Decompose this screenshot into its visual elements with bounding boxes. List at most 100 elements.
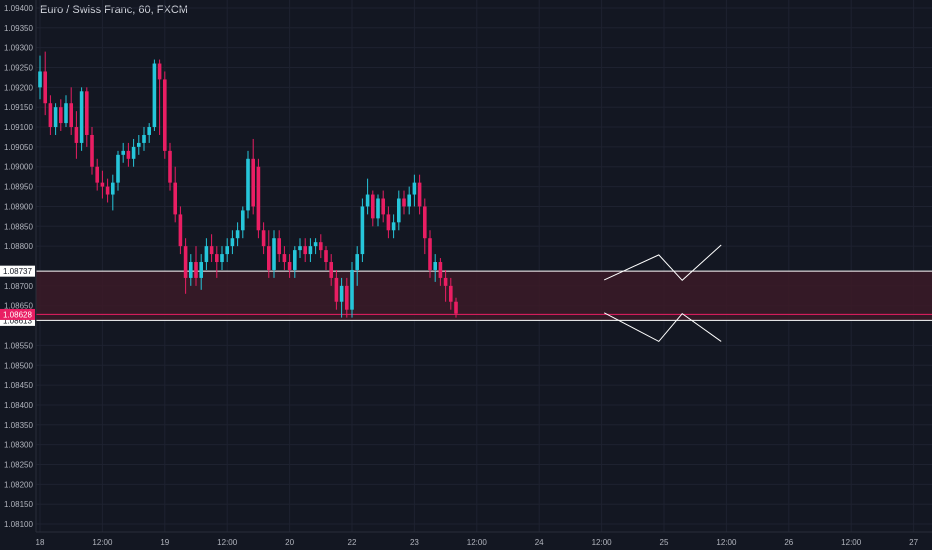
candle-body[interactable] [272, 238, 276, 270]
candle-body[interactable] [74, 127, 79, 143]
candle-body[interactable] [287, 262, 292, 270]
candle-body[interactable] [85, 91, 89, 135]
candle-body[interactable] [329, 262, 333, 278]
candle-body[interactable] [204, 246, 209, 263]
candle-body[interactable] [428, 238, 432, 270]
candle-body[interactable] [105, 186, 110, 195]
candle-body[interactable] [157, 63, 162, 80]
candle-body[interactable] [178, 214, 183, 247]
candle-body[interactable] [449, 285, 453, 302]
candle-body[interactable] [324, 250, 328, 263]
candle-body[interactable] [313, 242, 318, 247]
y-tick-label: 1.09150 [4, 103, 33, 112]
candle-body[interactable] [225, 246, 229, 255]
zone-bottom-label: 1.08613 [3, 316, 32, 325]
candle-body[interactable] [345, 285, 349, 310]
y-tick-label: 1.09050 [4, 143, 33, 152]
candle-body[interactable] [277, 238, 281, 255]
candle-body[interactable] [220, 254, 224, 263]
candle-body[interactable] [360, 206, 365, 255]
candle-body[interactable] [267, 246, 271, 270]
candle-body[interactable] [402, 198, 406, 207]
candle-body[interactable] [126, 150, 131, 159]
candle-body[interactable] [423, 206, 427, 239]
y-tick-label: 1.08500 [4, 361, 33, 370]
candle-body[interactable] [100, 182, 105, 187]
support-zone [36, 271, 932, 321]
candle-body[interactable] [194, 262, 198, 278]
candle-body[interactable] [173, 182, 177, 215]
candle-body[interactable] [131, 146, 136, 159]
candle-body[interactable] [111, 182, 115, 195]
candle-body[interactable] [230, 238, 235, 247]
candle-body[interactable] [189, 262, 193, 278]
candle-body[interactable] [59, 107, 63, 124]
candle-body[interactable] [438, 262, 443, 278]
candle-body[interactable] [79, 91, 84, 143]
candle-body[interactable] [391, 222, 396, 231]
candle-body[interactable] [53, 107, 58, 128]
candle-body[interactable] [303, 246, 307, 255]
candle-body[interactable] [69, 103, 73, 128]
candle-body[interactable] [350, 269, 354, 310]
candle-body[interactable] [365, 194, 370, 207]
candle-body[interactable] [293, 250, 297, 270]
candle-body[interactable] [433, 262, 437, 270]
candle-body[interactable] [308, 246, 313, 255]
candle-body[interactable] [355, 254, 359, 270]
candle-body[interactable] [339, 285, 344, 302]
candle-body[interactable] [371, 194, 375, 219]
candle-body[interactable] [454, 301, 458, 314]
x-tick-label: 26 [784, 538, 793, 547]
y-tick-label: 1.08200 [4, 480, 33, 489]
candle-body[interactable] [199, 262, 203, 278]
candle-body[interactable] [168, 150, 172, 183]
candle-body[interactable] [241, 210, 245, 231]
candle-body[interactable] [215, 254, 219, 263]
candle-body[interactable] [95, 166, 99, 183]
candle-body[interactable] [376, 198, 380, 219]
projection-path-upper[interactable] [603, 244, 722, 281]
candle-body[interactable] [116, 154, 120, 183]
candle-body[interactable] [443, 277, 448, 286]
symbol-title: Euro / Swiss Franc, 60, FXCM [40, 4, 188, 16]
candle-body[interactable] [412, 182, 417, 195]
candle-body[interactable] [142, 134, 146, 143]
candle-body[interactable] [319, 242, 323, 251]
candle-body[interactable] [163, 79, 167, 151]
y-tick-label: 1.08650 [4, 302, 33, 311]
candle-body[interactable] [256, 166, 261, 231]
current-price-label: 1.08628 [3, 310, 32, 319]
candle-body[interactable] [147, 127, 151, 135]
y-tick-label: 1.08350 [4, 421, 33, 430]
candle-body[interactable] [152, 63, 157, 128]
projection-path-lower[interactable] [603, 312, 722, 343]
candle-body[interactable] [64, 103, 68, 124]
y-tick-label: 1.09100 [4, 123, 33, 132]
candle-body[interactable] [38, 71, 42, 88]
y-tick-label: 1.08700 [4, 282, 33, 291]
candle-body[interactable] [381, 198, 385, 215]
candle-body[interactable] [417, 182, 422, 207]
candle-body[interactable] [397, 198, 401, 223]
y-tick-label: 1.08900 [4, 202, 33, 211]
candle-body[interactable] [282, 254, 287, 263]
candle-body[interactable] [90, 134, 94, 167]
candle-body[interactable] [137, 142, 141, 147]
candle-body[interactable] [246, 158, 250, 211]
y-tick-label: 1.08250 [4, 461, 33, 470]
candle-body[interactable] [386, 214, 391, 231]
candle-body[interactable] [298, 246, 302, 251]
x-tick-label: 23 [410, 538, 419, 547]
candle-body[interactable] [209, 246, 214, 255]
candle-body[interactable] [261, 230, 266, 247]
candle-body[interactable] [334, 277, 339, 302]
candle-body[interactable] [407, 194, 411, 207]
candle-body[interactable] [251, 158, 255, 207]
candle-body[interactable] [43, 71, 47, 104]
candle-body[interactable] [183, 246, 188, 278]
candle-body[interactable] [235, 230, 240, 239]
candle-body[interactable] [48, 103, 53, 128]
candle-body[interactable] [121, 150, 125, 155]
